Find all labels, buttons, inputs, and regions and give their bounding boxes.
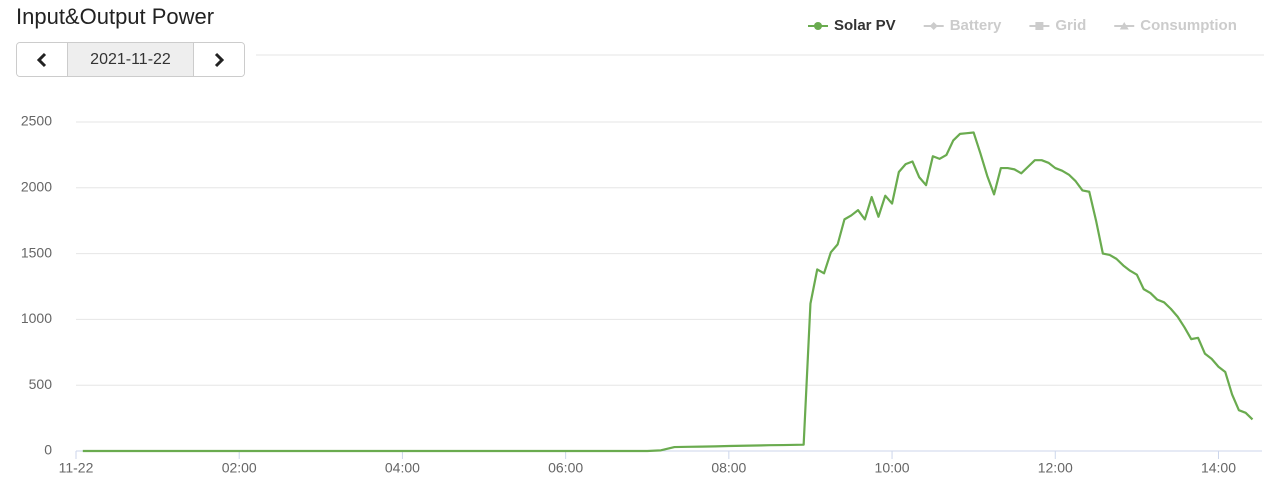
date-label[interactable]: 2021-11-22 bbox=[67, 43, 194, 76]
y-tick-label: 1000 bbox=[21, 310, 52, 326]
y-tick-label: 2000 bbox=[21, 179, 52, 195]
x-tick-label: 11-22 bbox=[59, 460, 94, 476]
legend-label[interactable]: Consumption bbox=[1140, 17, 1237, 34]
x-tick-label: 08:00 bbox=[711, 460, 746, 476]
x-tick-label: 04:00 bbox=[385, 460, 420, 476]
y-tick-label: 0 bbox=[44, 442, 52, 458]
y-tick-label: 2500 bbox=[21, 113, 52, 129]
page-title: Input&Output Power bbox=[16, 4, 215, 29]
date-navigator: 2021-11-22 bbox=[16, 42, 245, 77]
legend-marker bbox=[814, 22, 822, 30]
x-tick-label: 02:00 bbox=[222, 460, 257, 476]
series-line bbox=[82, 131, 1254, 453]
x-tick-label: 06:00 bbox=[548, 460, 583, 476]
legend-marker bbox=[929, 22, 938, 30]
chevron-left bbox=[36, 52, 47, 67]
legend-marker bbox=[1119, 22, 1129, 30]
x-tick-label: 14:00 bbox=[1201, 460, 1236, 476]
y-tick-label: 500 bbox=[29, 376, 53, 392]
x-tick-label: 10:00 bbox=[875, 460, 910, 476]
legend-label[interactable]: Solar PV bbox=[834, 17, 896, 34]
previous-day-button[interactable] bbox=[17, 43, 67, 76]
y-tick-label: 1500 bbox=[21, 244, 52, 260]
x-tick-label: 12:00 bbox=[1038, 460, 1073, 476]
legend-marker bbox=[1035, 22, 1044, 30]
next-day-button[interactable] bbox=[194, 43, 244, 76]
legend-label[interactable]: Battery bbox=[950, 17, 1002, 34]
chevron-right bbox=[214, 52, 225, 67]
legend-label[interactable]: Grid bbox=[1055, 17, 1086, 34]
